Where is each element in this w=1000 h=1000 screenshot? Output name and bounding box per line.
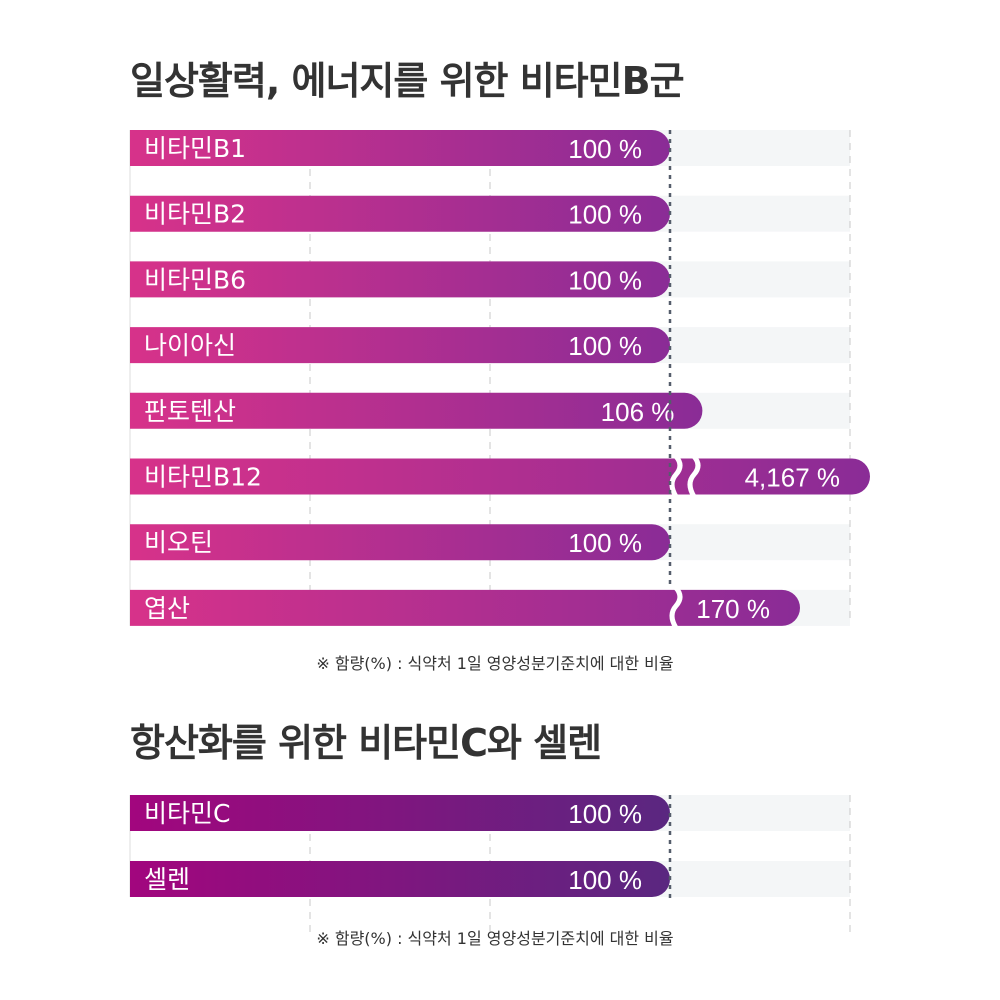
bar-value-label: 100 % <box>568 265 642 295</box>
footnote-vitamin-c-selenium: ※ 함량(%) : 식약처 1일 영양성분기준치에 대한 비율 <box>316 929 674 948</box>
bar-value-label: 100 % <box>568 799 642 829</box>
bar-category-label: 나이아신 <box>144 331 236 360</box>
chart-vitamin-c-selenium: 비타민C 100 % 셀렌 100 % <box>129 795 851 932</box>
bar <box>130 195 670 232</box>
bar-category-label: 비오틴 <box>144 528 213 557</box>
bar-category-label: 셀렌 <box>144 865 190 894</box>
section-title-vitamin-c-selenium: 항산화를 위한 비타민C와 셀렌 <box>130 721 602 765</box>
bar <box>130 261 670 298</box>
bar-value-label: 100 % <box>568 528 642 558</box>
bar <box>130 861 670 897</box>
bar-category-label: 비타민B1 <box>144 134 246 163</box>
bar <box>130 795 670 831</box>
footnote-vitamin-b: ※ 함량(%) : 식약처 1일 영양성분기준치에 대한 비율 <box>316 654 674 673</box>
axis-break-mark <box>669 586 683 630</box>
bar-value-label: 100 % <box>568 865 642 895</box>
bar <box>130 458 870 495</box>
bar <box>130 589 801 626</box>
bar-category-label: 엽산 <box>144 594 190 623</box>
bar-value-label: 100 % <box>568 134 642 164</box>
bar <box>130 327 670 364</box>
bar <box>130 392 703 429</box>
bar-category-label: 판토텐산 <box>144 397 236 426</box>
bar <box>130 524 670 561</box>
bar-value-label: 106 % <box>601 397 675 427</box>
axis-break-mark <box>687 454 701 498</box>
section-title-vitamin-b: 일상활력, 에너지를 위한 비타민B군 <box>130 59 685 103</box>
axis-break-mark <box>669 454 683 498</box>
bar-category-label: 비타민B2 <box>144 200 246 229</box>
bar-value-label: 170 % <box>696 594 770 624</box>
bar-value-label: 4,167 % <box>745 463 840 493</box>
bar-category-label: 비타민C <box>144 799 230 828</box>
chart-vitamin-b: 비타민B1 100 % 비타민B2 100 % 비타민B6 100 % 나이아신 100 % 판… <box>129 130 870 630</box>
bar <box>130 130 670 166</box>
bar-value-label: 100 % <box>568 331 642 361</box>
bar-category-label: 비타민B12 <box>144 463 262 492</box>
bar-value-label: 100 % <box>568 200 642 230</box>
bar-category-label: 비타민B6 <box>144 265 246 294</box>
